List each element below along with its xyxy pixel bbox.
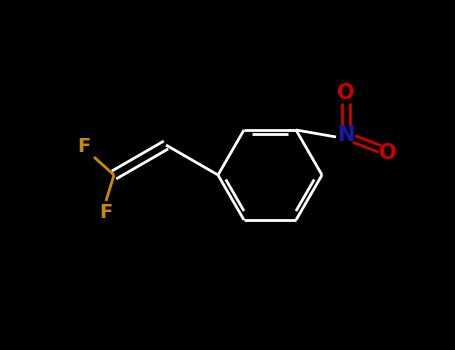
Text: O: O (379, 143, 397, 163)
Text: O: O (337, 83, 355, 103)
Text: N: N (337, 125, 355, 145)
Text: F: F (99, 203, 113, 223)
Text: F: F (77, 138, 91, 156)
